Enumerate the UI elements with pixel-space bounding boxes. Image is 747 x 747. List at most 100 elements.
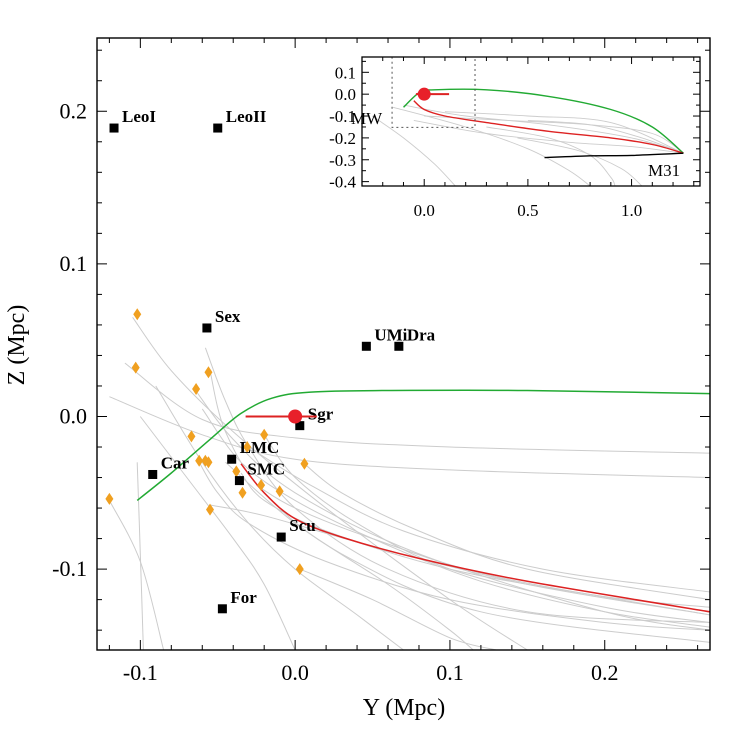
satellite-label-smc: SMC [247,460,285,479]
series-line-orbit-12 [256,484,710,616]
inset-axis-ticks [362,57,700,186]
series-line-orbit-2 [124,362,710,454]
series-line-orbit-19 [155,385,404,650]
inset-series-gray-2 [413,119,684,154]
satellite-label-car: Car [161,453,190,472]
satellite-label-lmc: LMC [240,438,280,457]
series-line-orbit-5 [204,347,710,623]
inset-series-gray-9 [372,115,456,186]
satellite-label-dra: Dra [407,325,436,344]
series-line-orbit-8 [108,500,165,650]
satellite-marker-lmc [227,454,237,464]
satellite-marker-leoii [213,123,223,133]
series-line-green [136,389,710,501]
diamond-marker-2 [204,366,213,379]
series-line-orbit-18 [248,446,710,593]
satellite-label-sgr: Sgr [308,405,334,424]
main-tick-labels: -0.1 0.0 0.1 0.2 -0.1 0.0 0.1 0.2 [52,98,618,685]
diamond-marker-13 [275,485,284,498]
inset-series-red [413,100,684,154]
series-line-orbit-9 [136,462,144,650]
inset-series-lines [372,88,684,186]
inset-x-tick-label: 0.0 [414,201,435,220]
mw-marker [288,409,303,424]
series-line-red [240,463,710,613]
diamond-marker-5 [195,454,204,467]
series-line-orbit-14 [304,463,710,601]
satellite-label-umi: UMi [374,325,407,344]
satellite-marker-smc [234,476,244,486]
series-line-orbit-6 [209,370,710,643]
inset-mw-marker [417,87,431,101]
y-tick-label: 0.1 [60,251,88,276]
diamond-marker-14 [300,457,309,470]
inset-series-gray-4 [392,106,591,186]
series-line-orbit-3 [132,317,528,650]
diamond-marker-1 [131,361,140,374]
diamond-marker-17 [105,492,114,505]
inset-annotation-mw: MW [351,109,383,128]
series-line-orbit-15 [299,568,497,650]
inset-frame [361,56,701,187]
y-tick-label: 0.0 [60,403,88,428]
series-line-orbit-17 [201,408,710,628]
inset-y-tick-label: -0.1 [329,107,356,126]
main-axis-ticks [97,38,710,650]
x-tick-label: 0.1 [436,660,464,685]
diamond-marker-3 [192,383,201,396]
inset-x-tick-label: 1.0 [621,201,642,220]
diamond-marker-12 [257,479,266,492]
satellite-marker-sgr [295,421,305,431]
main-series-lines [108,317,710,650]
satellite-marker-car [148,469,158,479]
main-plot-frame [96,37,711,651]
satellite-marker-scu [276,532,286,542]
series-line-orbit-16 [225,461,474,650]
inset-series-gray-5 [444,111,684,154]
x-tick-label: -0.1 [123,660,158,685]
diamond-marker-0 [133,308,142,321]
diamond-marker-10 [232,465,241,478]
diamond-marker-11 [238,486,247,499]
inset-y-tick-label: 0.1 [335,63,356,82]
inset-y-tick-label: -0.3 [329,151,356,170]
inset-tick-labels: 0.0 0.5 1.0 0.1 0.0 -0.1 -0.2 -0.3 -0.4 [329,63,642,220]
inset-annotation-m31: M31 [648,161,680,180]
series-line-orbit-1 [109,396,710,478]
x-axis-title: Y (Mpc) [363,695,445,721]
series-line-orbit-20 [139,416,296,650]
satellite-marker-dra [394,341,404,351]
satellite-label-sex: Sex [215,307,241,326]
satellite-marker-for [217,604,227,614]
satellite-marker-leoi [109,123,119,133]
diamond-marker-16 [295,563,304,576]
diamond-marker-15 [206,503,215,516]
diamond-marker-4 [187,430,196,443]
x-tick-label: 0.2 [591,660,619,685]
satellite-label-leoi: LeoI [122,107,156,126]
series-line-orbit-10 [198,462,710,631]
y-axis-title: Z (Mpc) [4,305,30,386]
diamond-marker-7 [204,456,213,469]
inset-series-black [544,152,684,159]
series-line-orbit-11 [240,472,710,608]
inset-y-tick-label: -0.4 [329,173,356,192]
satellite-marker-umi [361,341,371,351]
main-markers: LeoI LeoII Sex UMi Dra Sgr LMC SMC Car Scu For [105,107,436,614]
inset-y-tick-label: 0.0 [335,85,356,104]
y-tick-label: 0.2 [60,98,88,123]
inset-series-gray-8 [517,137,643,186]
inset-plot: 0.0 0.5 1.0 0.1 0.0 -0.1 -0.2 -0.3 -0.4 MW M31 [329,56,701,220]
inset-y-tick-label: -0.2 [329,129,356,148]
main-plot: LeoI LeoII Sex UMi Dra Sgr LMC SMC Car Scu For -0.… [52,37,711,685]
y-tick-label: -0.1 [52,556,87,581]
satellite-label-scu: Scu [289,516,315,535]
diamond-marker-9 [243,441,252,454]
inset-markers [415,87,450,101]
inset-series-gray-7 [527,119,684,154]
x-tick-label: 0.0 [281,660,309,685]
satellite-label-leoii: LeoII [226,107,267,126]
satellite-label-for: For [230,588,257,607]
satellite-marker-sex [202,323,212,333]
